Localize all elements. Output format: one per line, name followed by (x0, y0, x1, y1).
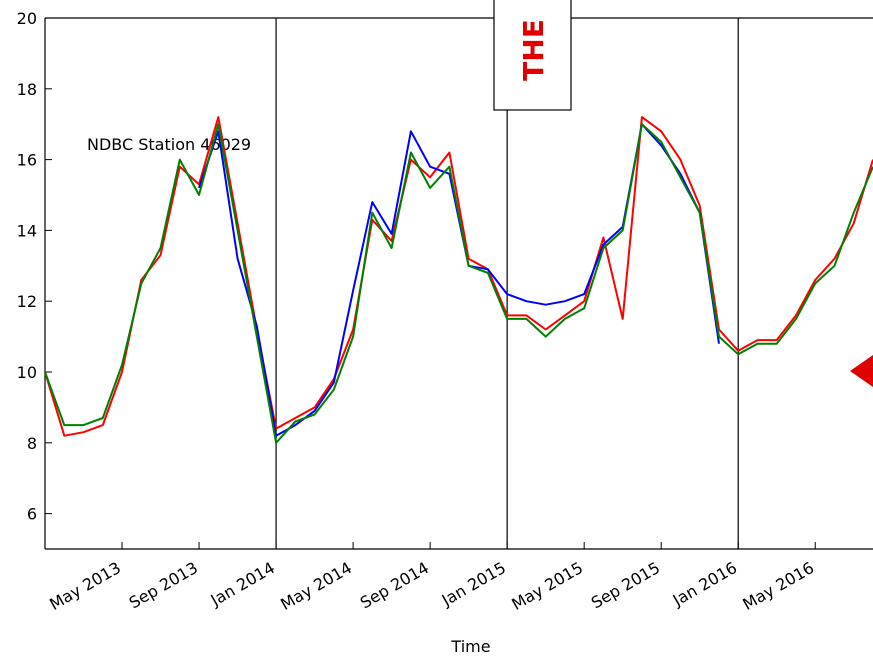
overlay-box (493, 0, 572, 111)
y-tick-label: 14 (17, 221, 37, 240)
y-tick-label: 10 (17, 363, 37, 382)
y-tick-label: 6 (27, 505, 37, 524)
y-tick-label: 18 (17, 80, 37, 99)
pointer-arrow (850, 355, 873, 387)
x-axis-label: Time (450, 637, 490, 656)
series-line (44, 116, 873, 437)
y-tick-label: 12 (17, 292, 37, 311)
overlay-text: THE (517, 19, 550, 81)
y-tick-label: 8 (27, 434, 37, 453)
annotation: NDBC Station 46029 (87, 135, 251, 154)
y-tick-label: 16 (17, 151, 37, 170)
y-tick-label: 20 (17, 9, 37, 28)
series-line (44, 123, 873, 444)
